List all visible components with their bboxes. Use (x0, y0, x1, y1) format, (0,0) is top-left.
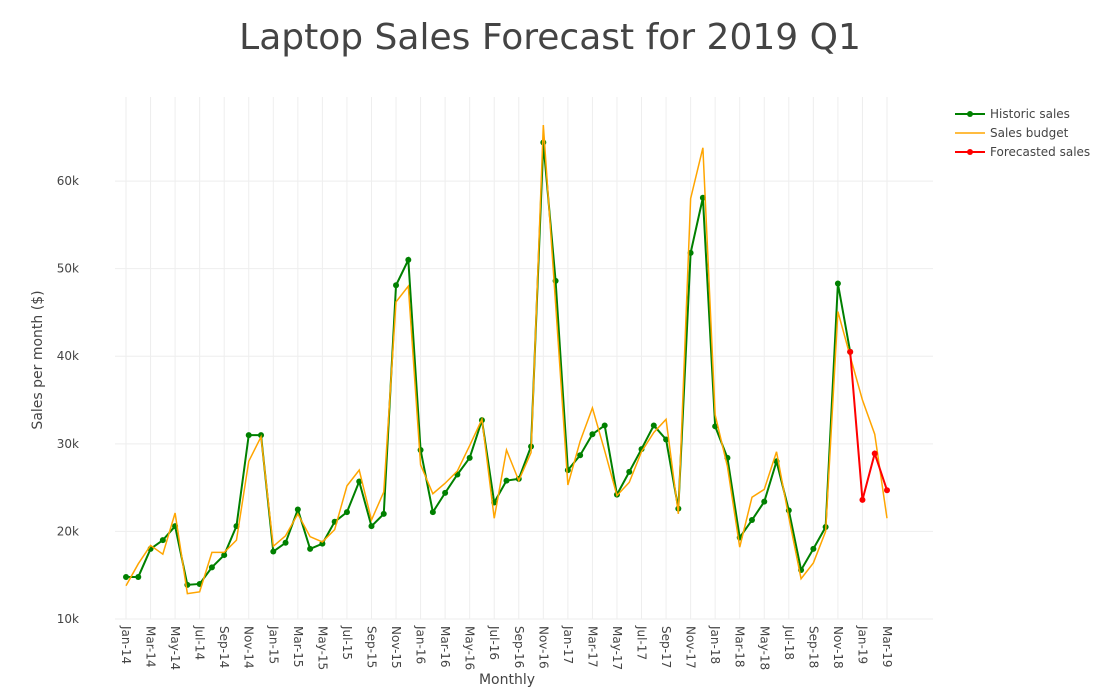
x-tick-label: Sep-15 (364, 626, 378, 668)
marker (429, 509, 436, 516)
marker (834, 280, 841, 287)
marker (748, 517, 755, 524)
marker (564, 467, 571, 474)
marker (343, 509, 350, 516)
marker (626, 468, 633, 475)
legend-label: Sales budget (990, 126, 1069, 140)
marker (270, 548, 277, 555)
marker (282, 539, 289, 546)
y-tick-label: 60k (57, 174, 79, 188)
y-tick-label: 50k (57, 262, 79, 276)
marker (442, 489, 449, 496)
x-tick-label: Jan-15 (266, 625, 280, 664)
marker (221, 552, 228, 559)
marker (393, 282, 400, 289)
marker (761, 498, 768, 505)
x-tick-label: Sep-17 (659, 626, 673, 668)
grid (115, 97, 933, 620)
x-tick-label: Sep-14 (217, 626, 231, 668)
legend-label: Forecasted sales (990, 145, 1090, 159)
series (123, 139, 854, 588)
x-tick-label: Mar-15 (291, 626, 305, 667)
marker (577, 452, 584, 459)
x-tick-label: Mar-16 (438, 626, 452, 667)
series (125, 124, 888, 595)
marker (368, 523, 375, 530)
marker (859, 496, 866, 503)
x-tick-label: Jan-19 (855, 625, 869, 664)
marker (503, 477, 510, 484)
marker (884, 487, 890, 494)
x-tick-label: Nov-14 (242, 626, 256, 669)
y-tick-label: 30k (57, 437, 79, 451)
legend-label: Historic sales (990, 107, 1070, 121)
marker (601, 422, 608, 429)
marker (871, 450, 878, 457)
x-tick-label: Jan-17 (561, 625, 575, 664)
marker (208, 564, 215, 571)
marker (294, 506, 301, 513)
x-axis-title: Monthly (479, 672, 535, 688)
x-tick-label: May-16 (463, 626, 477, 670)
x-tick-label: Nov-17 (684, 626, 698, 669)
marker (847, 348, 854, 355)
marker (712, 423, 719, 430)
marker (466, 454, 473, 461)
y-tick-label: 10k (57, 612, 79, 626)
x-tick-label: Nov-15 (389, 626, 403, 669)
x-tick-label: Sep-18 (806, 626, 820, 668)
legend-marker (967, 111, 973, 117)
line (125, 124, 888, 595)
legend-marker (967, 149, 973, 155)
y-tick-label: 40k (57, 349, 79, 363)
chart-title: Laptop Sales Forecast for 2019 Q1 (239, 17, 861, 58)
marker (319, 540, 326, 547)
marker (405, 256, 412, 263)
marker (380, 510, 387, 517)
x-tick-label: Mar-18 (733, 626, 747, 667)
y-tick-label: 20k (57, 524, 79, 538)
marker (245, 432, 252, 439)
x-tick-label: Jan-14 (119, 625, 133, 664)
x-tick-label: Jul-15 (340, 625, 354, 660)
series (847, 348, 890, 503)
y-axis-title: Sales per month ($) (30, 290, 46, 429)
x-tick-label: Mar-17 (585, 626, 599, 667)
marker (810, 545, 817, 552)
x-tick-label: Sep-16 (512, 626, 526, 668)
marker (417, 446, 424, 453)
marker (356, 478, 363, 485)
marker (589, 431, 596, 438)
marker (258, 432, 265, 439)
x-tick-label: Jul-14 (193, 625, 207, 660)
x-tick-label: Nov-16 (536, 626, 550, 669)
x-tick-label: Jul-17 (635, 625, 649, 660)
line (849, 351, 888, 501)
marker (663, 436, 670, 443)
x-tick-label: Jan-16 (414, 625, 428, 664)
marker (135, 573, 142, 580)
marker (123, 573, 129, 580)
marker (650, 422, 657, 429)
x-tick-label: Jan-18 (708, 625, 722, 664)
x-tick-label: May-18 (757, 626, 771, 670)
line (126, 142, 852, 586)
x-tick-label: Mar-19 (880, 626, 894, 667)
x-tick-label: May-15 (315, 626, 329, 670)
x-tick-label: Mar-14 (144, 626, 158, 667)
x-tick-label: May-14 (168, 626, 182, 670)
x-tick-label: May-17 (610, 626, 624, 670)
x-tick-label: Jul-18 (782, 625, 796, 660)
marker (159, 537, 166, 544)
x-tick-label: Nov-18 (831, 626, 845, 669)
marker (307, 545, 314, 552)
x-tick-label: Jul-16 (487, 625, 501, 660)
